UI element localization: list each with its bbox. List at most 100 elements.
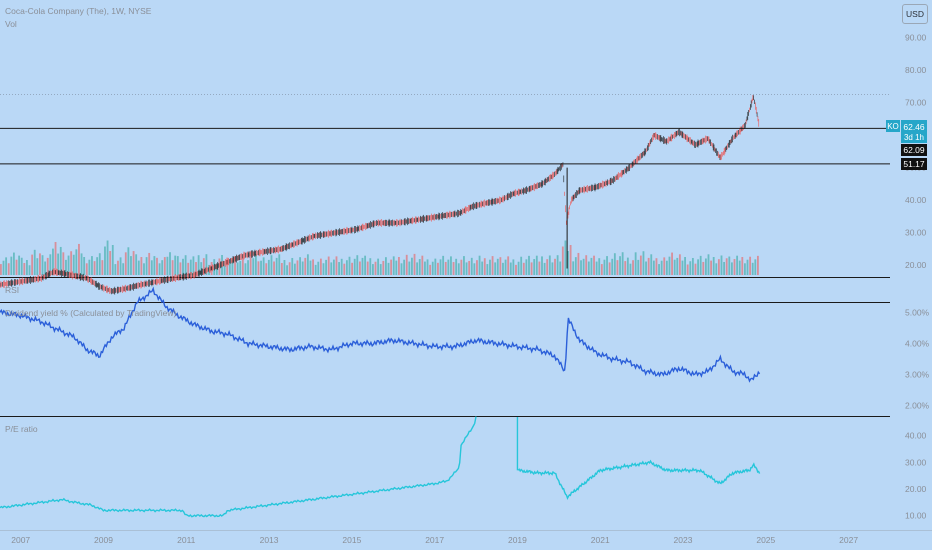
volume-bar xyxy=(551,262,554,275)
pe-ratio-tick-label[interactable]: 30.00 xyxy=(905,457,927,467)
volume-bar xyxy=(507,256,510,275)
volume-bar xyxy=(358,261,361,275)
volume-bar xyxy=(668,256,671,275)
level-badge-1-text: 62.09 xyxy=(903,145,925,155)
volume-bar xyxy=(684,257,686,275)
pe-ratio-tick-label[interactable]: 20.00 xyxy=(905,484,927,494)
volume-bar xyxy=(348,256,351,275)
volume-bar xyxy=(574,257,577,275)
volume-bar xyxy=(57,253,60,275)
level-badge-1 xyxy=(901,144,927,156)
volume-bar xyxy=(697,259,699,275)
level-badge-2-text: 51.17 xyxy=(903,159,925,169)
volume-bar xyxy=(629,263,632,275)
dividend-yield-tick-label[interactable]: 4.00% xyxy=(905,338,930,348)
time-tick-label[interactable]: 2017 xyxy=(425,535,444,545)
price-tick-label[interactable]: 30.00 xyxy=(905,228,927,238)
volume-bar xyxy=(658,264,660,275)
volume-bar xyxy=(23,263,26,275)
price-tick-label[interactable]: 40.00 xyxy=(905,195,927,205)
volume-bar xyxy=(353,258,356,275)
last-price-text: 62.46 xyxy=(903,122,925,132)
level-badge-2 xyxy=(901,158,927,170)
volume-bar xyxy=(720,255,723,275)
last-price-badge xyxy=(901,120,927,143)
volume-bar xyxy=(712,257,715,275)
time-tick-label[interactable]: 2007 xyxy=(11,535,30,545)
time-tick-label[interactable]: 2021 xyxy=(591,535,610,545)
volume-bar xyxy=(450,256,452,275)
ticker-badge xyxy=(886,120,900,132)
volume-bar xyxy=(632,260,634,275)
volume-bar xyxy=(426,259,429,275)
volume-bar xyxy=(293,263,296,275)
volume-bar xyxy=(424,261,426,275)
time-axis[interactable]: 2007 2009 2011 2013 2015 2017 2019 2021 2023 2025… xyxy=(11,535,858,545)
volume-bar xyxy=(176,256,179,275)
volume-bar xyxy=(184,255,187,275)
volume-bar xyxy=(400,263,403,275)
time-tick-label[interactable]: 2025 xyxy=(756,535,775,545)
time-tick-label[interactable]: 2011 xyxy=(177,535,196,545)
volume-bar xyxy=(577,252,580,275)
volume-bar xyxy=(351,262,354,275)
time-tick-label[interactable]: 2013 xyxy=(260,535,279,545)
countdown-text: 3d 1h xyxy=(904,133,924,142)
volume-bar xyxy=(226,257,229,275)
volume-bar xyxy=(468,260,471,275)
volume-bar xyxy=(356,255,359,275)
volume-bar xyxy=(613,253,616,275)
volume-bar xyxy=(244,263,247,275)
volume-bar xyxy=(606,256,608,275)
volume-bar xyxy=(647,257,650,275)
volume-bar xyxy=(280,263,283,275)
time-tick-label[interactable]: 2023 xyxy=(674,535,693,545)
volume-bar xyxy=(26,260,28,275)
volume-bar xyxy=(496,258,499,275)
dividend-yield-tick-label[interactable]: 5.00% xyxy=(905,307,930,317)
price-tick-label[interactable]: 20.00 xyxy=(905,260,927,270)
time-tick-label[interactable]: 2019 xyxy=(508,535,527,545)
volume-bar xyxy=(296,260,299,275)
chart-title: Coca-Cola Company (The), 1W, NYSE xyxy=(5,6,152,16)
volume-bar xyxy=(416,262,419,275)
volume-bar xyxy=(512,259,515,275)
volume-bar xyxy=(374,261,377,275)
time-tick-label[interactable]: 2009 xyxy=(94,535,113,545)
volume-bar xyxy=(187,262,190,275)
volume-bar xyxy=(234,256,236,275)
time-tick-label[interactable]: 2015 xyxy=(342,535,361,545)
price-tick-label[interactable]: 70.00 xyxy=(905,98,927,108)
price-axis[interactable]: 20.0030.0040.0050.0060.0070.0080.0090.00… xyxy=(905,33,930,521)
volume-bar xyxy=(626,257,629,275)
volume-bar xyxy=(395,260,398,275)
volume-bar xyxy=(392,256,395,275)
volume-bar xyxy=(595,261,598,275)
volume-bar xyxy=(156,257,158,275)
price-tick-label[interactable]: 80.00 xyxy=(905,65,927,75)
currency-button[interactable]: USD xyxy=(902,4,928,24)
dividend-yield-tick-label[interactable]: 2.00% xyxy=(905,401,930,411)
volume-bar xyxy=(749,256,752,275)
volume-bar xyxy=(54,242,57,275)
pe-ratio-tick-label[interactable]: 40.00 xyxy=(905,431,927,441)
pe-ratio-tick-label[interactable]: 10.00 xyxy=(905,511,927,521)
volume-bar xyxy=(135,254,138,275)
price-series xyxy=(0,94,890,295)
volume-bar xyxy=(580,260,582,275)
horizontal-levels[interactable] xyxy=(0,127,890,165)
dividend-yield-tick-label[interactable]: 3.00% xyxy=(905,370,930,380)
volume-bar xyxy=(127,247,130,275)
volume-bar xyxy=(642,251,645,275)
volume-bar xyxy=(371,264,374,275)
volume-bar xyxy=(70,251,73,275)
volume-bar xyxy=(603,259,606,275)
volume-bar xyxy=(299,257,301,275)
price-tick-label[interactable]: 90.00 xyxy=(905,33,927,43)
time-tick-label[interactable]: 2027 xyxy=(839,535,858,545)
volume-bar xyxy=(733,259,736,275)
volume-bar xyxy=(754,259,757,275)
volume-bar xyxy=(655,258,658,275)
volume-bar xyxy=(114,264,117,275)
